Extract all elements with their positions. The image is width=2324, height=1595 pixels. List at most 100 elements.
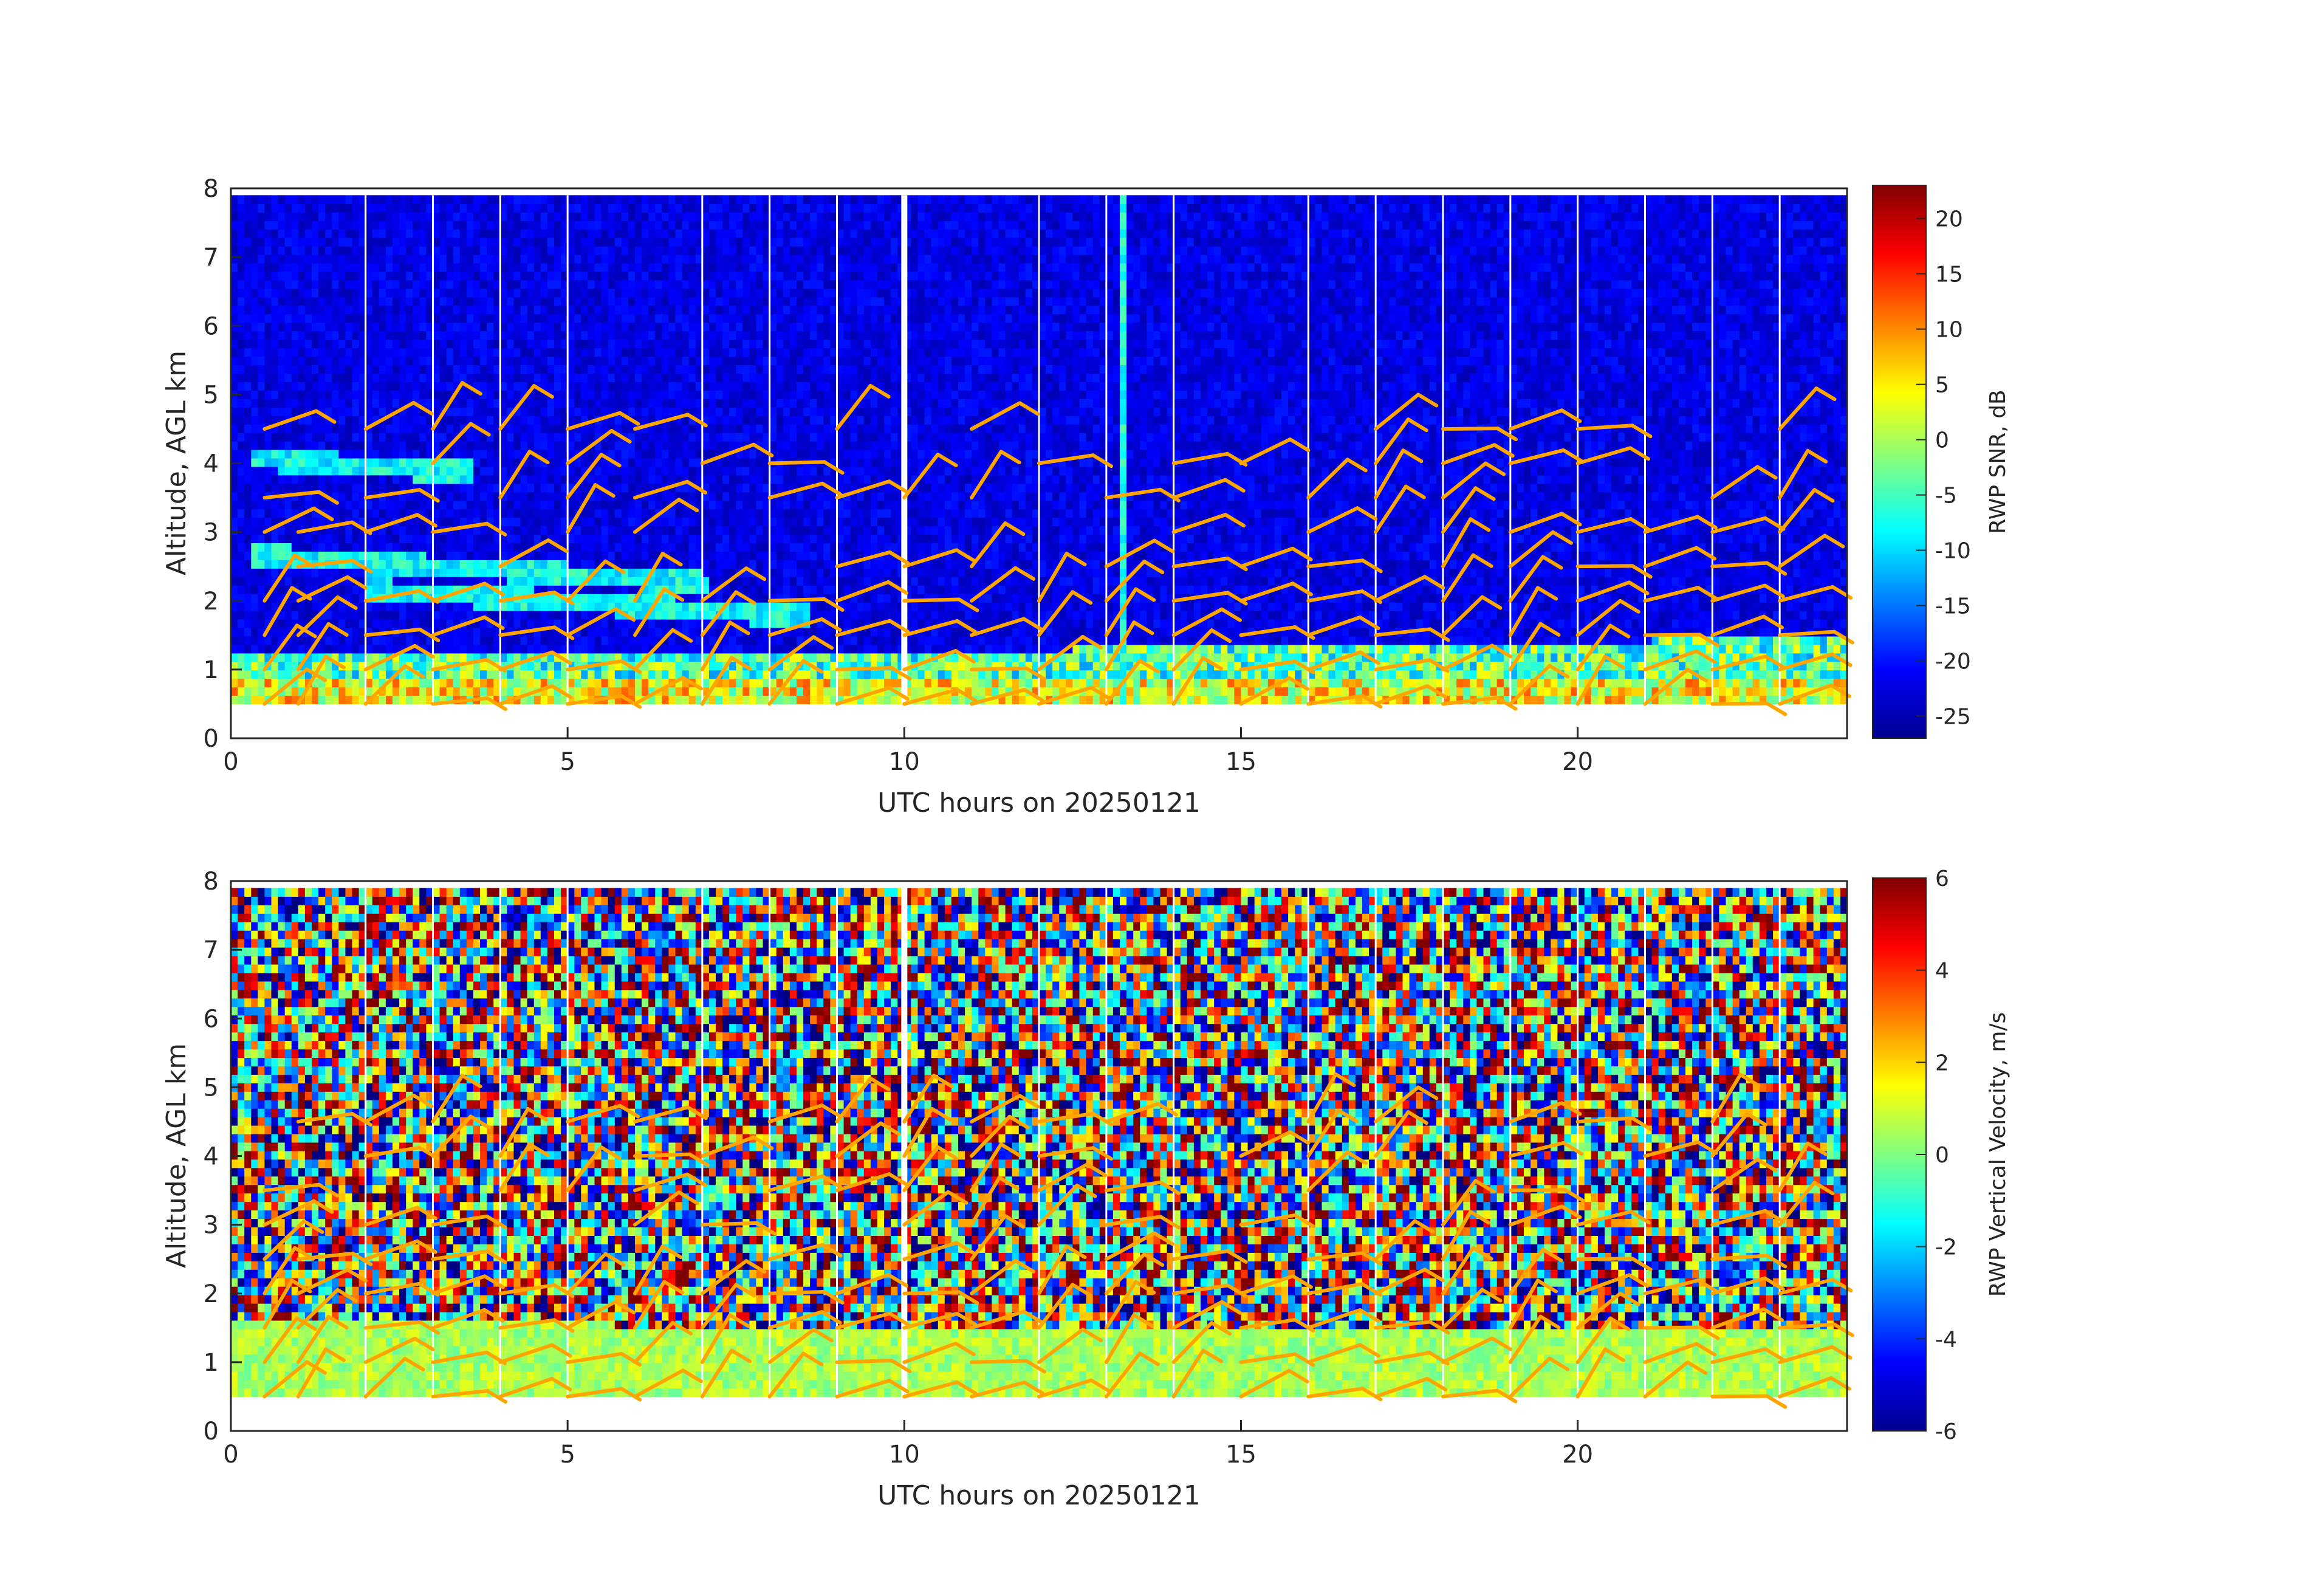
heatmap-cell [473,204,481,213]
heatmap-cell [689,331,696,340]
heatmap-cell [749,212,756,221]
heatmap-cell [318,390,326,399]
heatmap-cell [716,696,723,705]
heatmap-cell [453,255,461,264]
heatmap-cell [258,416,265,425]
heatmap-cell [770,611,777,620]
heatmap-cell [244,323,252,332]
heatmap-cell [500,255,507,264]
heatmap-cell [406,314,413,323]
heatmap-cell [379,382,386,391]
heatmap-cell [352,509,360,518]
heatmap-cell [251,204,258,213]
heatmap-cell [272,450,279,459]
heatmap-cell [258,382,265,391]
heatmap-cell [622,636,629,645]
heatmap-cell [595,636,602,645]
heatmap-cell [480,297,487,306]
heatmap-cell [372,212,380,221]
heatmap-cell [352,348,360,357]
heatmap-cell [386,373,393,382]
heatmap-cell [406,636,413,645]
heatmap-cell [251,568,258,577]
heatmap-cell [372,221,380,230]
heatmap-cell [487,229,494,238]
heatmap-cell [460,356,467,365]
heatmap-cell [500,390,507,399]
heatmap-cell [244,314,252,323]
heatmap-cell [602,568,609,577]
heatmap-cell [574,407,581,416]
heatmap-cell [588,670,595,679]
heatmap-cell [231,399,238,408]
heatmap-cell [749,195,756,204]
heatmap-cell [258,585,265,594]
heatmap-cell [338,365,346,374]
heatmap-cell [615,594,622,603]
heatmap-cell [776,297,784,306]
heatmap-cell [514,585,521,594]
heatmap-cell [682,348,690,357]
heatmap-cell [238,560,245,569]
heatmap-cell [433,687,440,696]
heatmap-cell [500,475,507,484]
heatmap-cell [547,356,555,365]
heatmap-cell [527,272,535,281]
heatmap-cell [312,297,319,306]
heatmap-cell [534,416,541,425]
heatmap-cell [345,653,352,662]
heatmap-cell [453,340,461,349]
heatmap-cell [440,492,447,501]
heatmap-cell [595,492,602,501]
heatmap-cell [379,306,386,315]
heatmap-cell [392,221,400,230]
heatmap-cell [244,356,252,365]
heatmap-cell [244,534,252,543]
heatmap-cell [480,212,487,221]
heatmap-cell [595,289,602,298]
heatmap-cell [541,297,548,306]
heatmap-cell [527,221,535,230]
heatmap-cell [399,314,406,323]
heatmap-cell [379,314,386,323]
heatmap-cell [608,221,615,230]
heatmap-cell [292,577,299,586]
heatmap-cell [567,229,575,238]
heatmap-cell [729,628,736,637]
heatmap-cell [366,551,373,560]
heatmap-cell [467,577,474,586]
heatmap-cell [264,501,272,510]
heatmap-cell [709,365,716,374]
heatmap-cell [648,526,656,535]
heatmap-cell [399,229,406,238]
heatmap-cell [338,585,346,594]
heatmap-cell [554,229,561,238]
heatmap-cell [574,543,581,552]
heatmap-cell [386,356,393,365]
heatmap-cell [298,484,306,493]
heatmap-cell [487,280,494,289]
heatmap-cell [507,687,514,696]
heatmap-cell [682,272,690,281]
heatmap-cell [318,518,326,527]
heatmap-cell [581,297,588,306]
heatmap-cell [480,323,487,332]
heatmap-cell [541,636,548,645]
heatmap-cell [231,670,238,679]
heatmap-cell [729,526,736,535]
heatmap-cell [325,407,332,416]
heatmap-cell [716,568,723,577]
heatmap-cell [729,263,736,272]
heatmap-cell [487,501,494,510]
heatmap-cell [574,441,581,450]
heatmap-cell [244,467,252,476]
heatmap-cell [473,467,481,476]
heatmap-cell [433,314,440,323]
heatmap-cell [305,365,312,374]
heatmap-cell [514,289,521,298]
heatmap-cell [325,297,332,306]
heatmap-cell [776,534,784,543]
heatmap-cell [467,492,474,501]
heatmap-cell [534,645,541,654]
heatmap-cell [527,314,535,323]
